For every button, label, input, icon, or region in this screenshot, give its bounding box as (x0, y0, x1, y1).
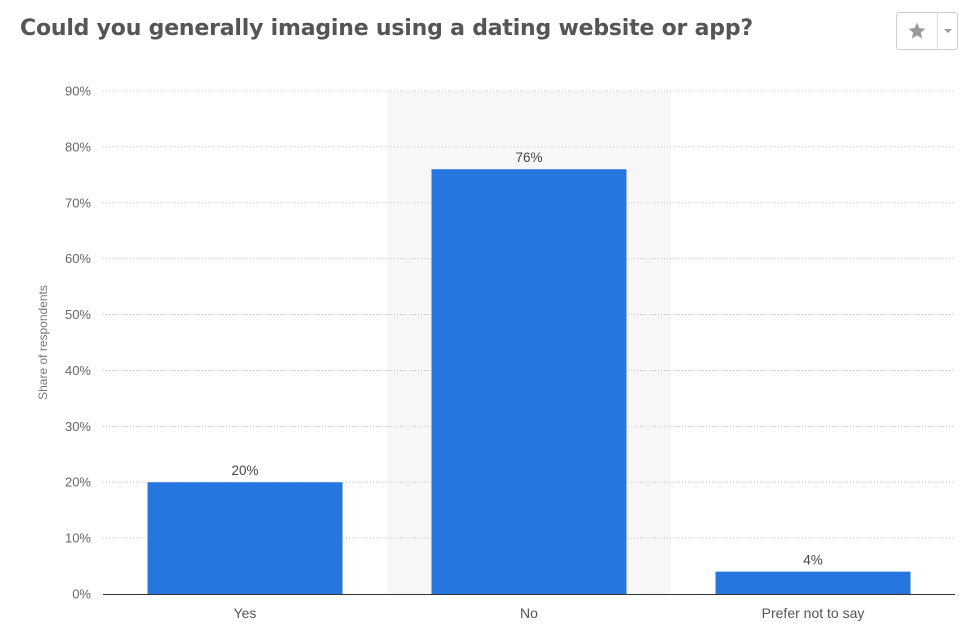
chart-title: Could you generally imagine using a dati… (20, 16, 753, 41)
y-tick-label: 10% (65, 531, 91, 546)
y-tick-label: 70% (65, 195, 91, 210)
x-tick-label: Yes (234, 605, 257, 621)
y-tick-label: 20% (65, 475, 91, 490)
chart-menu-button[interactable] (938, 13, 957, 49)
chart-toolbar (896, 12, 958, 50)
caret-down-icon (943, 29, 952, 33)
star-icon (908, 22, 926, 39)
bar (147, 482, 343, 594)
data-label: 20% (231, 463, 258, 478)
y-tick-label: 0% (72, 587, 91, 602)
x-tick-label: Prefer not to say (762, 605, 865, 621)
y-tick-label: 80% (65, 139, 91, 154)
bar (715, 571, 911, 594)
x-tick-label: No (520, 605, 538, 621)
y-tick-label: 90% (65, 84, 91, 99)
data-label: 76% (515, 150, 542, 165)
bar (431, 169, 627, 594)
y-tick-label: 50% (65, 307, 91, 322)
favorite-button[interactable] (897, 13, 938, 49)
data-label: 4% (803, 553, 823, 568)
y-axis-title: Share of respondents (36, 285, 50, 400)
y-tick-label: 60% (65, 251, 91, 266)
y-tick-label: 30% (65, 419, 91, 434)
y-tick-label: 40% (65, 363, 91, 378)
